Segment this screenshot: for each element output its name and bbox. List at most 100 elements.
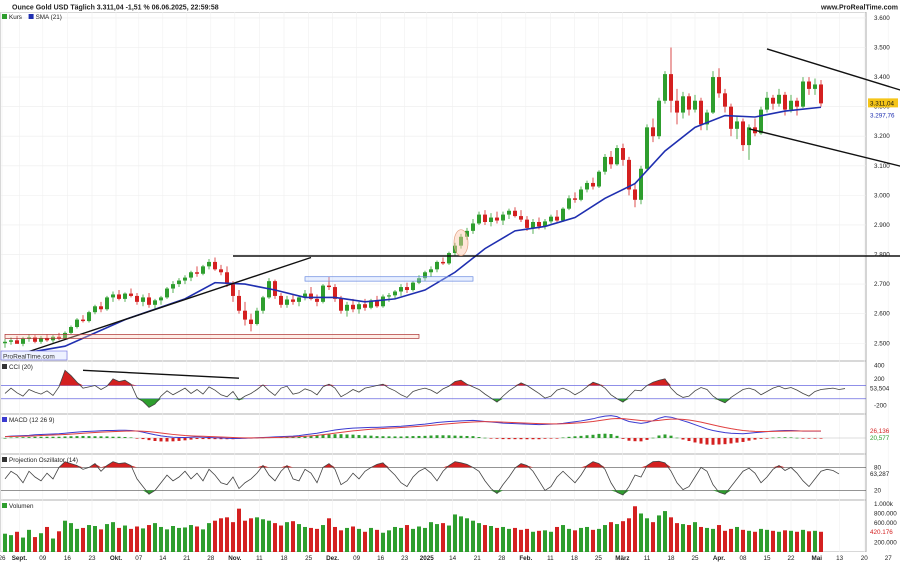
macd-histogram-bar (153, 438, 157, 441)
volume-bar (33, 537, 37, 552)
candle-body (297, 297, 301, 302)
channel-upper (766, 48, 900, 91)
volume-bar (309, 527, 313, 552)
macd-histogram-bar (693, 438, 697, 443)
candle-body (741, 121, 745, 146)
macd-histogram-bar (513, 438, 517, 440)
candle-body (63, 332, 67, 339)
candle-body (699, 100, 703, 125)
date-tick-label: 25 (595, 555, 603, 562)
candle-body (459, 236, 463, 246)
cci-divergence (82, 369, 240, 379)
volume-bar (543, 530, 547, 552)
macd-histogram-bar (609, 434, 613, 438)
volume-bar (501, 526, 505, 552)
macd-histogram-bar (711, 438, 715, 445)
macd-histogram-bar (579, 435, 583, 438)
macd-histogram-bar (465, 436, 469, 438)
volume-bar (819, 531, 823, 552)
volume-bar (747, 530, 751, 552)
price-tick-label: 3.600 (874, 15, 890, 22)
candle-body (411, 282, 415, 291)
macd-signal-value-label: 20,577 (870, 435, 890, 442)
macd-histogram-bar (351, 434, 355, 438)
volume-bar (795, 531, 799, 552)
volume-tick-label: 200.000 (874, 539, 897, 546)
macd-histogram-bar (645, 438, 649, 440)
volume-bar (201, 529, 205, 552)
candle-body (417, 278, 421, 283)
candle-body (555, 216, 559, 221)
macd-histogram-bar (87, 436, 91, 438)
candle-body (285, 299, 289, 305)
volume-bar (249, 518, 253, 552)
macd-histogram-bar (63, 436, 67, 438)
price-tick-label: 3.200 (874, 133, 890, 140)
macd-histogram-bar (471, 436, 475, 438)
volume-bar (423, 527, 427, 552)
candle-body (15, 340, 19, 344)
volume-bar (801, 529, 805, 552)
osc-tick-label: 20 (874, 487, 882, 494)
date-tick-label: Nov. (228, 555, 241, 562)
candle-body (39, 337, 43, 342)
candle-body (429, 269, 433, 273)
price-tick-label: 2.500 (874, 340, 890, 347)
candle-body (369, 300, 373, 308)
volume-bar (585, 526, 589, 552)
volume-bar (123, 525, 127, 552)
candle-body (789, 100, 793, 110)
volume-bar (159, 526, 163, 552)
candle-body (585, 182, 589, 190)
volume-bar (177, 527, 181, 552)
candle-body (723, 93, 727, 107)
macd-histogram-bar (603, 433, 607, 438)
cci-tick-label: 400 (874, 363, 885, 370)
macd-histogram-bar (477, 437, 481, 438)
date-tick-label: 14 (449, 555, 457, 562)
volume-bar (51, 538, 55, 552)
candle-body (225, 272, 229, 285)
legend-swatch (2, 14, 7, 19)
volume-bar (693, 522, 697, 552)
macd-histogram-bar (549, 438, 553, 439)
macd-histogram-bar (573, 436, 577, 438)
candle-body (99, 306, 103, 310)
candle-body (87, 312, 91, 322)
volume-tick-label: 800.000 (874, 510, 897, 517)
date-tick-label: 16 (377, 555, 385, 562)
macd-histogram-bar (597, 433, 601, 438)
volume-bar (171, 526, 175, 552)
volume-bar (147, 525, 151, 552)
macd-histogram-bar (39, 436, 43, 438)
volume-bar (663, 511, 667, 552)
volume-bar (741, 529, 745, 552)
candle-body (213, 261, 217, 270)
volume-bar (189, 525, 193, 552)
volume-bar (135, 526, 139, 552)
macd-histogram-bar (705, 438, 709, 445)
candle-body (351, 304, 355, 310)
macd-histogram-bar (567, 436, 571, 438)
volume-bar (255, 517, 259, 552)
candle-body (693, 100, 697, 110)
macd-histogram-bar (663, 434, 667, 438)
legend-swatch (2, 457, 7, 462)
macd-histogram-bar (339, 434, 343, 438)
uptrend-line (4, 256, 312, 361)
macd-histogram-bar (795, 437, 799, 439)
candle-body (813, 84, 817, 89)
date-tick-label: 16 (64, 555, 72, 562)
volume-bar (705, 527, 709, 552)
macd-histogram-bar (765, 438, 769, 439)
date-tick-label: 22 (787, 555, 795, 562)
candle-body (651, 127, 655, 137)
candle-body (669, 74, 673, 101)
candle-body (531, 221, 535, 228)
volume-bar (105, 524, 109, 552)
candle-body (333, 287, 337, 299)
macd-histogram-bar (429, 435, 433, 438)
candle-body (183, 277, 187, 281)
candle-body (519, 216, 523, 220)
macd-histogram-bar (621, 438, 625, 439)
